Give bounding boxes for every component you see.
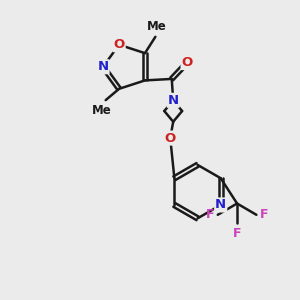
Text: F: F (260, 208, 269, 221)
Text: O: O (165, 132, 176, 145)
Text: Me: Me (92, 104, 112, 117)
Text: O: O (113, 38, 125, 51)
Text: N: N (168, 94, 179, 107)
Text: F: F (233, 227, 241, 240)
Text: Me: Me (147, 20, 167, 33)
Text: O: O (182, 56, 193, 69)
Text: F: F (206, 208, 214, 221)
Text: N: N (215, 199, 226, 212)
Text: N: N (98, 60, 109, 73)
